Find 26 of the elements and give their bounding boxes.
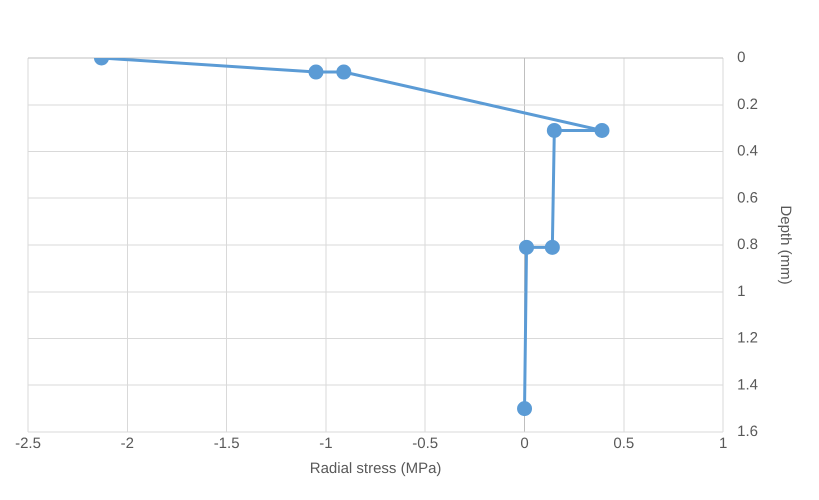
- y-tick-label: 1.4: [737, 376, 758, 394]
- point: [517, 401, 532, 416]
- y-tick-label: 0.2: [737, 96, 758, 113]
- x-tick-label: 0.5: [613, 435, 634, 452]
- point: [544, 240, 560, 255]
- x-tick-label: -1: [319, 435, 333, 452]
- y-tick-label: 1.6: [737, 423, 758, 440]
- point: [519, 240, 534, 255]
- y-tick-label: 1: [737, 282, 746, 300]
- y-tick-label: 0.6: [737, 189, 758, 206]
- y-tick-label: 0.4: [737, 142, 758, 160]
- x-axis-title: Radial stress (MPa): [310, 460, 442, 478]
- x-tick-label: -1.5: [214, 435, 240, 452]
- x-tick-label: -2: [120, 435, 134, 452]
- x-tick-label: -2.5: [15, 435, 41, 452]
- x-tick-label: 1: [718, 435, 728, 452]
- y-axis-title: Depth (mm): [776, 205, 794, 285]
- point: [308, 64, 324, 80]
- point: [546, 122, 562, 138]
- y-tick-label: 0: [737, 49, 746, 66]
- x-tick-label: -0.5: [412, 435, 438, 452]
- point: [594, 122, 610, 138]
- x-tick-label: 0: [520, 435, 529, 452]
- y-tick-label: 1.2: [737, 330, 758, 347]
- point: [336, 64, 352, 80]
- y-tick-label: 0.8: [737, 236, 758, 254]
